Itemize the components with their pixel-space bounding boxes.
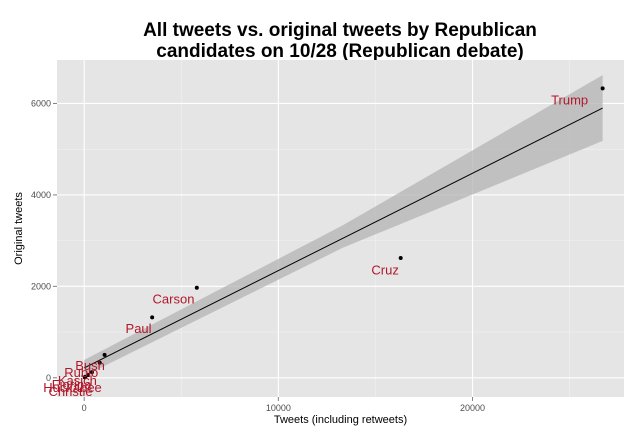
y-tick-label: 2000 [31, 281, 51, 291]
major-grid [57, 60, 624, 397]
axis-ticks: 0 10000 20000 0 2000 4000 6000 [31, 98, 485, 413]
point-label: Christie [49, 384, 93, 399]
y-tick-label: 0 [46, 373, 51, 383]
x-tick-label: 10000 [266, 403, 291, 413]
y-axis-title: Original tweets [13, 192, 25, 265]
point-label: Cruz [371, 263, 398, 278]
data-point [97, 360, 102, 365]
point-label: Trump [551, 93, 588, 108]
data-point [398, 255, 403, 260]
point-label: Rubio [64, 365, 98, 380]
point-label: Paul [126, 321, 152, 336]
x-tick-label: 20000 [460, 403, 485, 413]
data-point [150, 315, 155, 320]
data-points [82, 86, 605, 380]
data-point [600, 86, 605, 91]
data-point [89, 370, 94, 375]
point-label: Fiorina [52, 377, 93, 392]
chart-title: All tweets vs. original tweets by Republ… [40, 20, 640, 62]
point-label: Kasich [58, 373, 97, 388]
x-tick-label: 0 [82, 403, 87, 413]
data-point [102, 352, 107, 357]
point-label: Carson [153, 291, 195, 306]
chart-title-line-1: All tweets vs. original tweets by Republ… [143, 20, 537, 41]
data-point [82, 375, 87, 380]
data-point [194, 285, 199, 290]
confidence-band [84, 75, 603, 376]
chart-title-line-2: candidates on 10/28 (Republican debate) [156, 41, 524, 62]
point-label: Huckabee [43, 380, 102, 395]
point-label: Bush [75, 358, 105, 373]
y-tick-label: 6000 [31, 98, 51, 108]
fit-line [83, 107, 603, 369]
y-tick-label: 4000 [31, 190, 51, 200]
x-axis-title: Tweets (including retweets) [274, 414, 407, 426]
